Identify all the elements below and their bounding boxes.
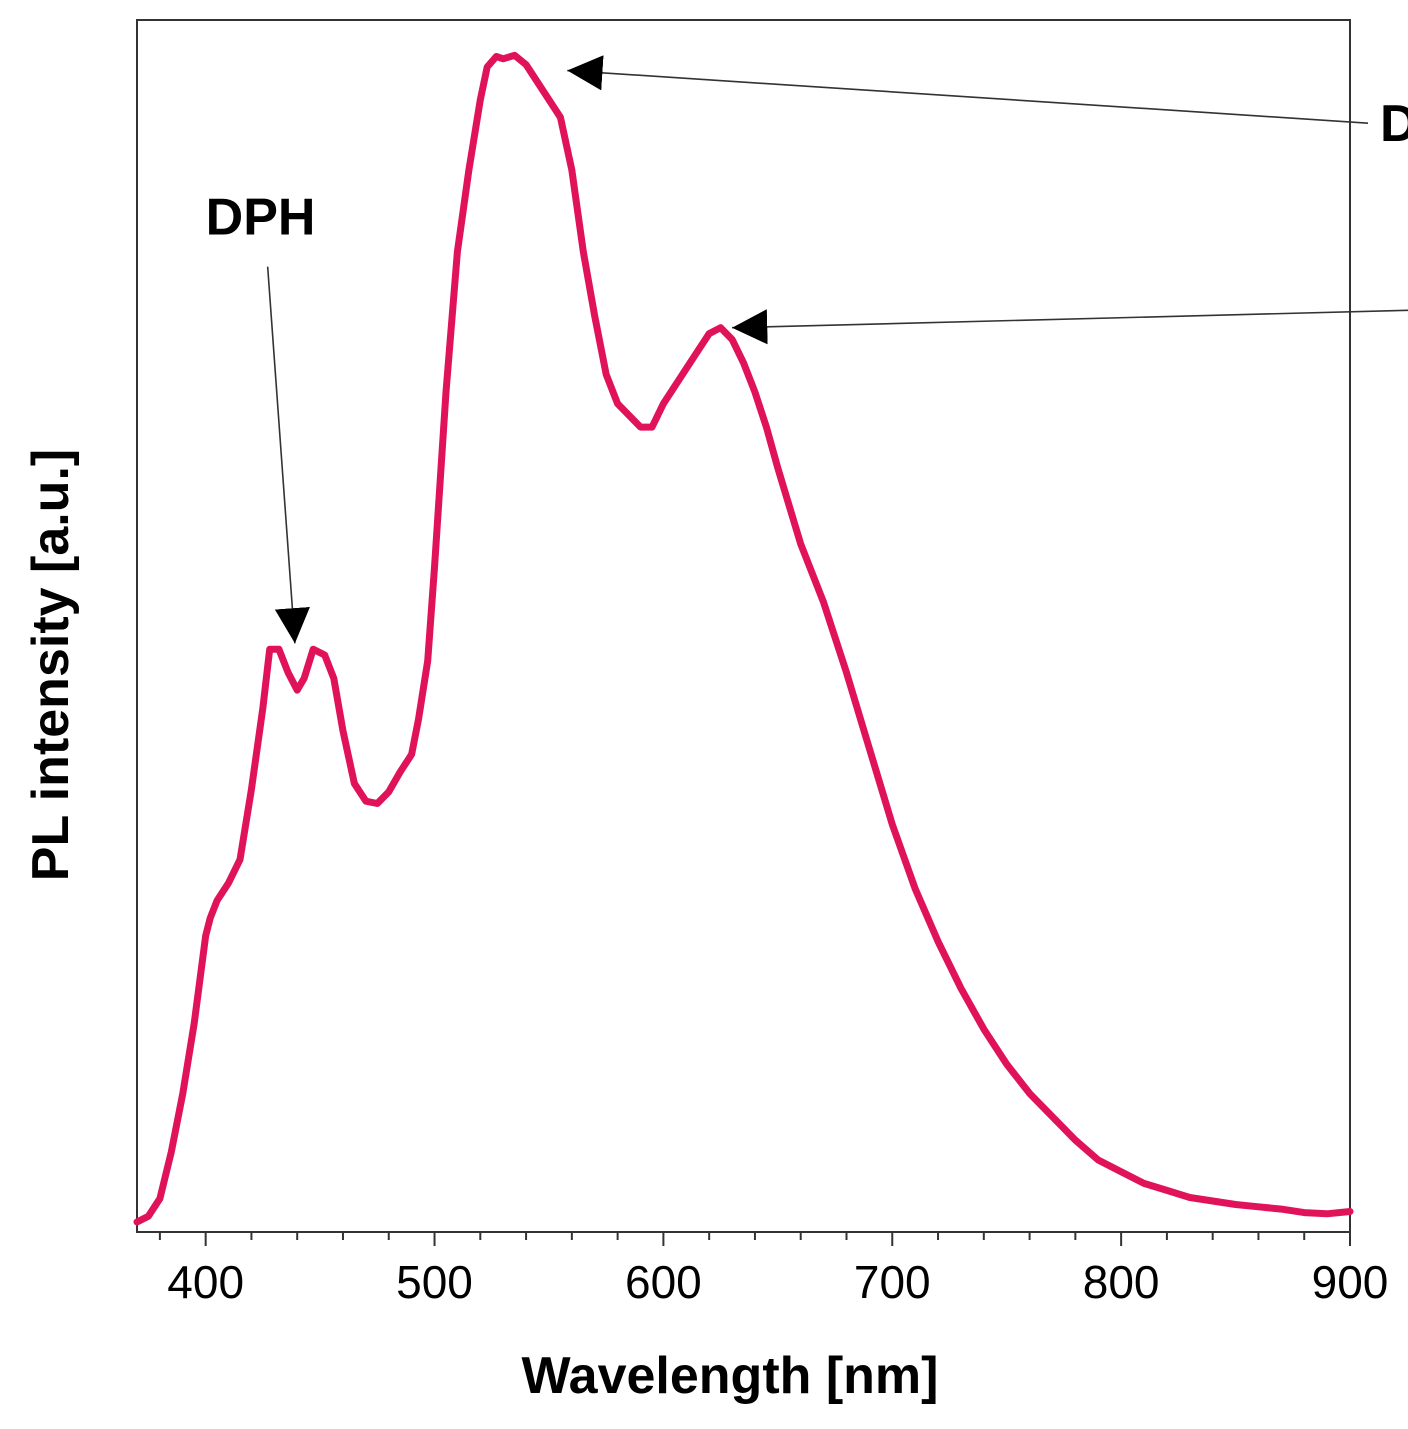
x-tick-label: 400	[167, 1256, 244, 1308]
x-tick-label: 900	[1312, 1256, 1389, 1308]
annotation-dph: DPH	[206, 189, 316, 644]
plot-frame	[136, 19, 1351, 1233]
x-tick-label: 700	[854, 1256, 931, 1308]
x-axis-tick-labels: 400 500 600 700 800 900	[167, 1256, 1388, 1308]
annotation-arrow	[567, 55, 1369, 124]
annotation-dbtt: DBTT	[732, 309, 1408, 345]
annotation-dbt: DBT	[567, 55, 1408, 153]
annotation-arrow	[266, 266, 310, 644]
x-axis-title: Wavelength [nm]	[522, 1347, 939, 1405]
y-axis-title: PL intensity [a.u.]	[22, 449, 80, 881]
x-tick-label: 600	[625, 1256, 702, 1308]
x-tick-label: 800	[1083, 1256, 1160, 1308]
annotation-label: DPH	[206, 189, 316, 247]
annotation-label: DBT	[1380, 95, 1408, 153]
x-tick-label: 500	[396, 1256, 473, 1308]
pl-spectrum-line	[133, 51, 1354, 1226]
annotation-arrow	[732, 309, 1408, 345]
peak-annotations: DPH DBT DBTT	[206, 55, 1408, 644]
x-axis-ticks	[158, 1232, 1351, 1246]
